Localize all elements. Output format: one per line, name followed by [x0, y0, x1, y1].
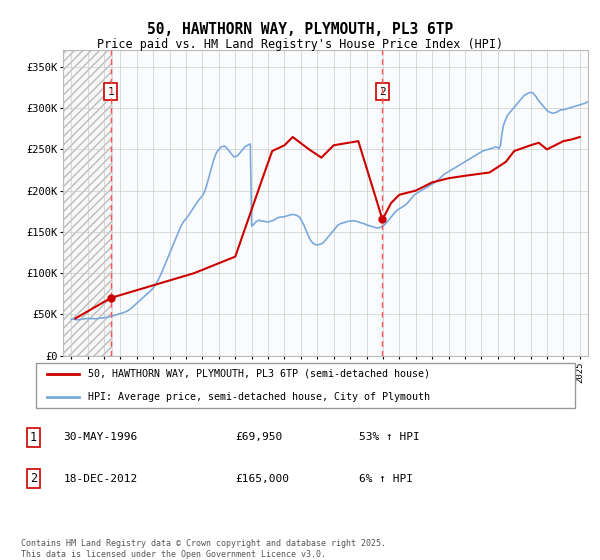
Text: £69,950: £69,950	[235, 432, 283, 442]
Text: 53% ↑ HPI: 53% ↑ HPI	[359, 432, 420, 442]
Text: 50, HAWTHORN WAY, PLYMOUTH, PL3 6TP: 50, HAWTHORN WAY, PLYMOUTH, PL3 6TP	[147, 22, 453, 38]
Text: 1: 1	[107, 87, 114, 97]
Text: HPI: Average price, semi-detached house, City of Plymouth: HPI: Average price, semi-detached house,…	[88, 391, 430, 402]
Bar	[63, 50, 112, 356]
Text: 6% ↑ HPI: 6% ↑ HPI	[359, 474, 413, 483]
Text: 2: 2	[30, 472, 37, 485]
FancyBboxPatch shape	[36, 363, 575, 408]
Text: Contains HM Land Registry data © Crown copyright and database right 2025.
This d: Contains HM Land Registry data © Crown c…	[21, 539, 386, 559]
Text: 18-DEC-2012: 18-DEC-2012	[64, 474, 137, 483]
Bar	[112, 50, 588, 356]
Text: 2: 2	[379, 87, 386, 97]
Text: 30-MAY-1996: 30-MAY-1996	[64, 432, 137, 442]
Text: £165,000: £165,000	[235, 474, 289, 483]
Text: Price paid vs. HM Land Registry's House Price Index (HPI): Price paid vs. HM Land Registry's House …	[97, 38, 503, 51]
Text: 1: 1	[30, 431, 37, 444]
Bar	[63, 50, 112, 356]
Text: 50, HAWTHORN WAY, PLYMOUTH, PL3 6TP (semi-detached house): 50, HAWTHORN WAY, PLYMOUTH, PL3 6TP (sem…	[88, 369, 430, 379]
